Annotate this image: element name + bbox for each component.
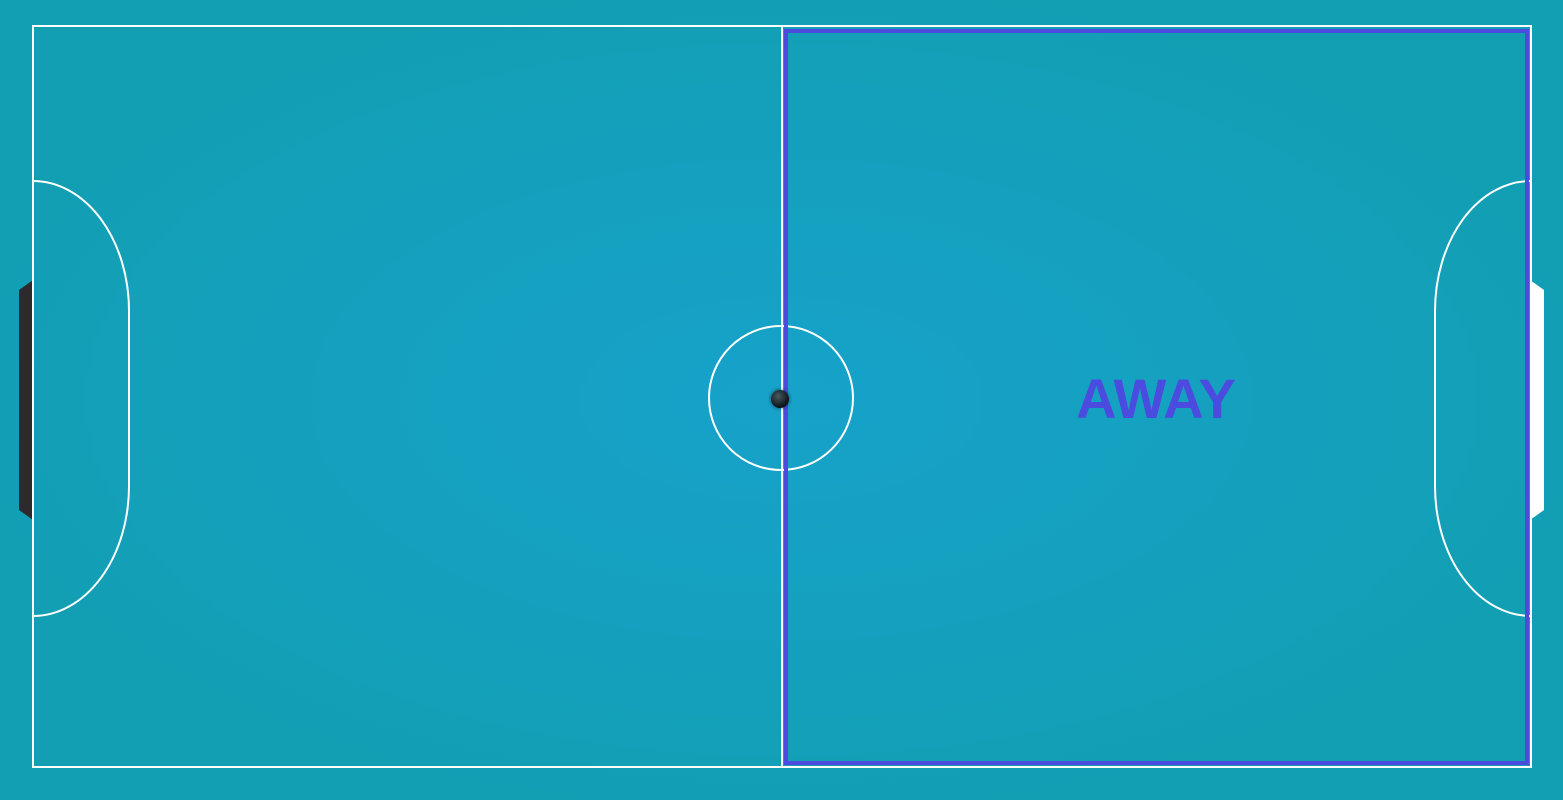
right-penalty-area [1434,180,1532,617]
left-goal [19,280,33,520]
right-goal [1530,280,1544,520]
left-penalty-area [32,180,130,617]
center-circle [708,325,854,471]
away-zone-label: AWAY [1076,367,1236,430]
ball-icon[interactable] [771,390,789,408]
